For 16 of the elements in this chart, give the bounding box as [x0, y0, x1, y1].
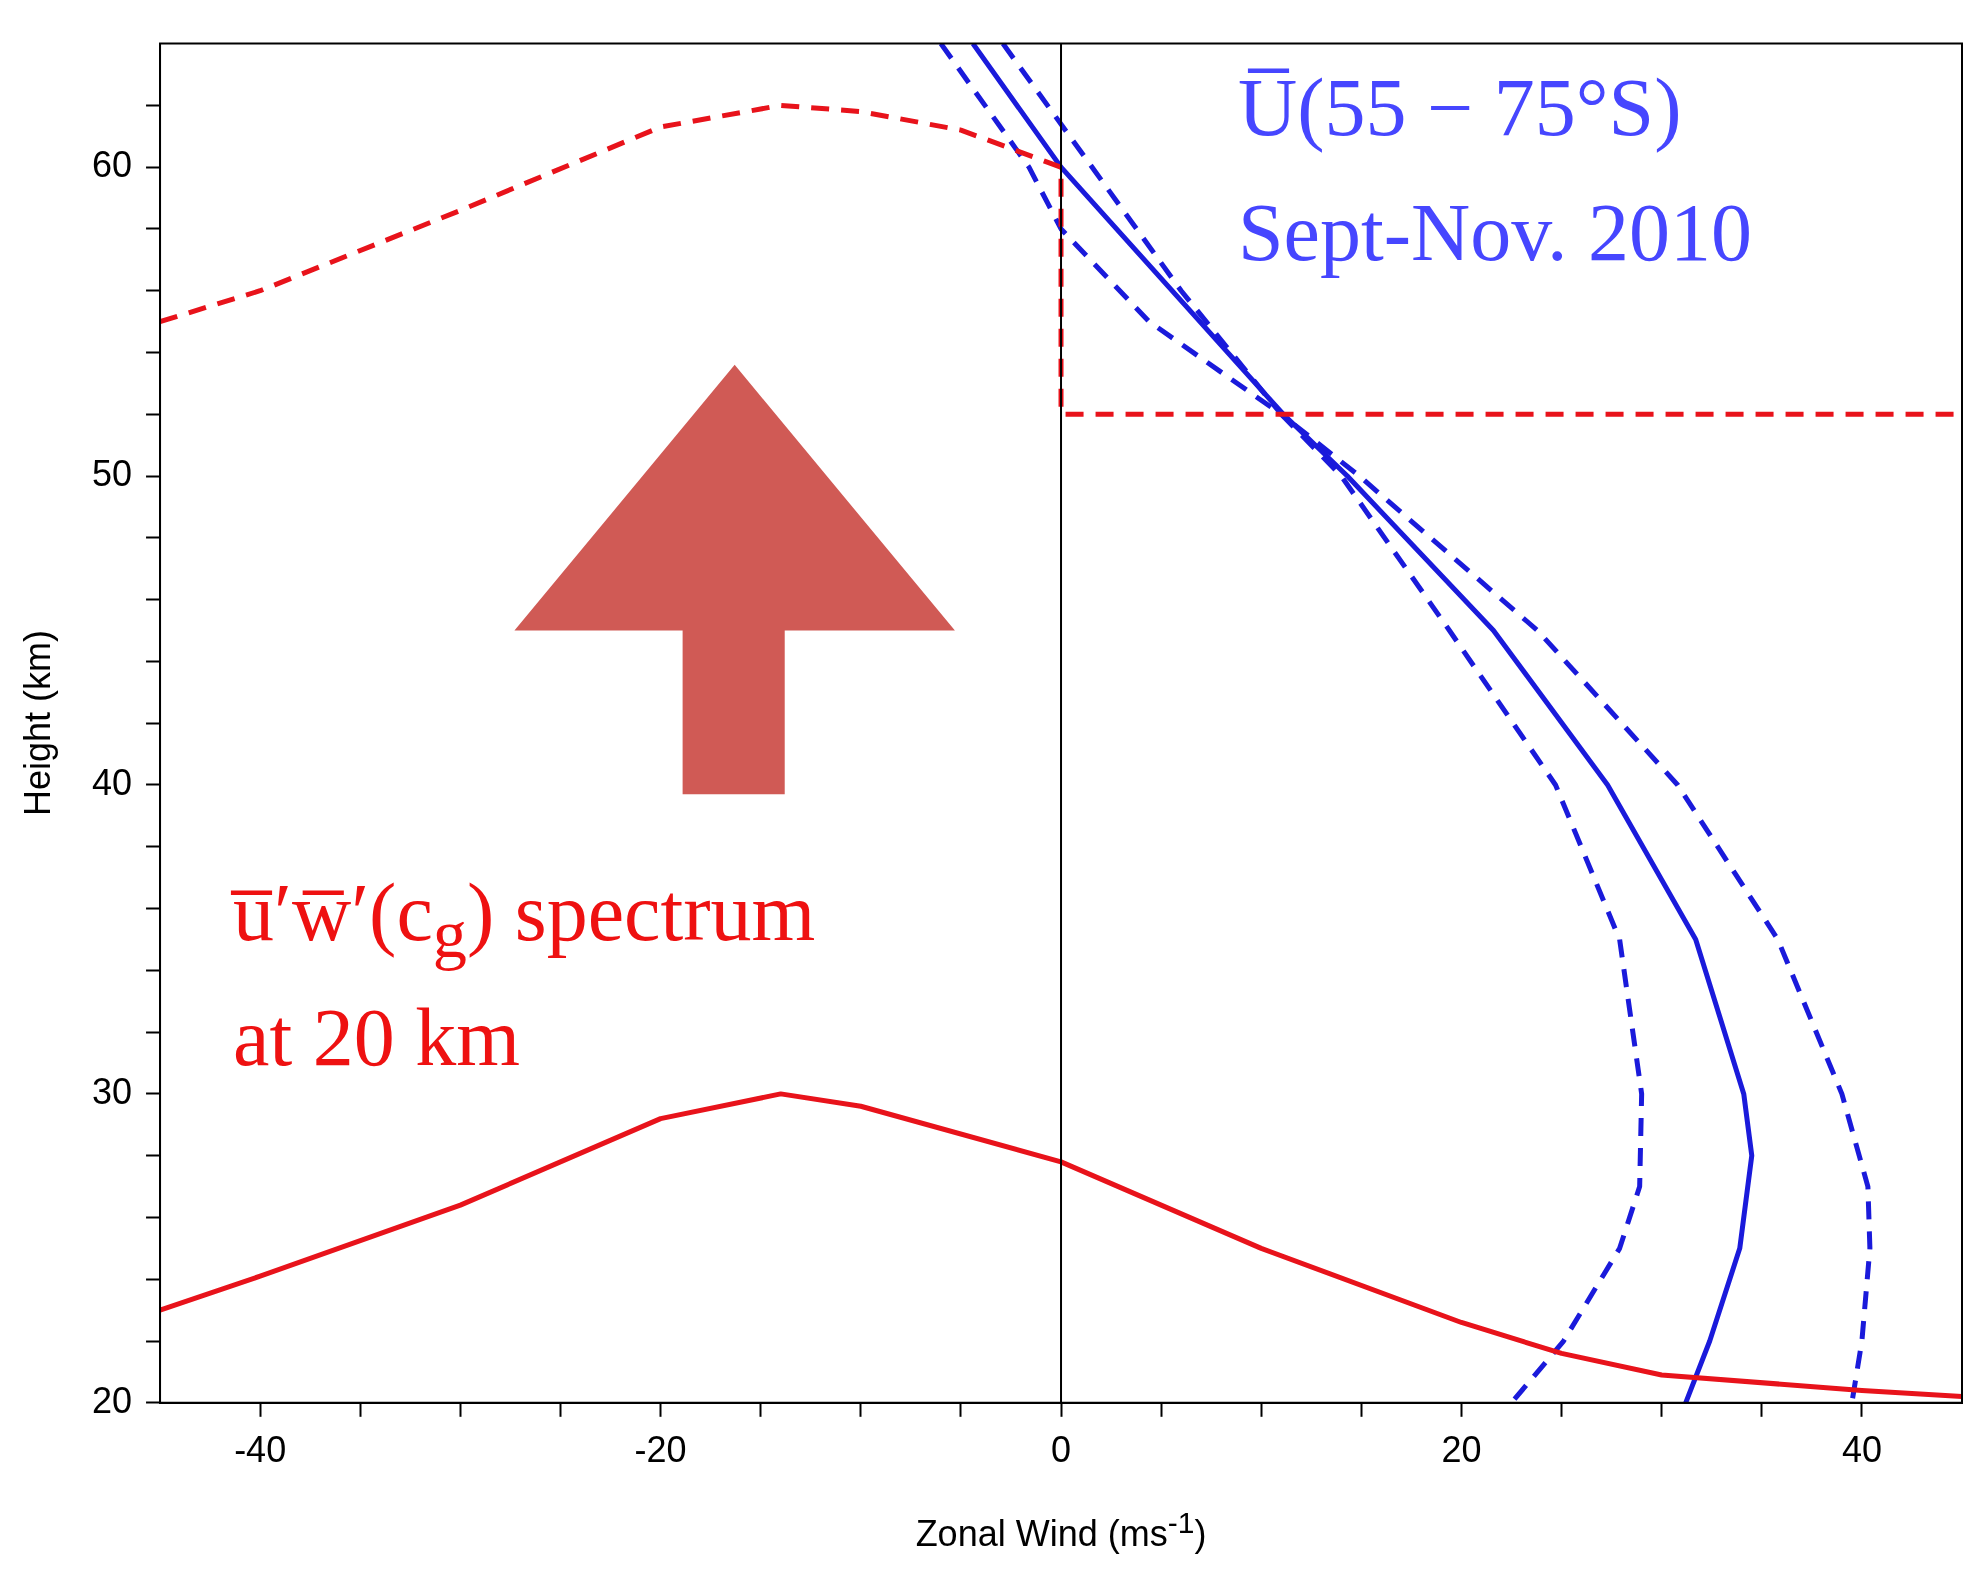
- annotation: Sept-Nov. 2010: [1238, 187, 1752, 279]
- x-tick-label: 40: [1841, 1429, 1882, 1471]
- y-tick-label: 60: [92, 144, 133, 186]
- x-tick-label: 20: [1441, 1429, 1482, 1471]
- annotation: u̅′w̅′(c$_{g}$) spectrum: [233, 867, 816, 973]
- x-tick-label: 0: [1051, 1429, 1072, 1471]
- y-tick-label: 40: [92, 761, 133, 803]
- x-tick-label: -20: [634, 1429, 687, 1471]
- y-axis-title: Height (km): [17, 630, 59, 817]
- annotation: at 20 km: [233, 992, 520, 1084]
- y-tick-label: 20: [92, 1379, 133, 1421]
- x-axis-title: Zonal Wind (ms$^{-1}$): [914, 1506, 1208, 1555]
- x-tick-label: -40: [234, 1429, 287, 1471]
- y-tick-label: 30: [92, 1070, 133, 1112]
- annotation: U̅(55 − 75°S): [1238, 62, 1682, 154]
- y-tick-label: 50: [92, 452, 133, 494]
